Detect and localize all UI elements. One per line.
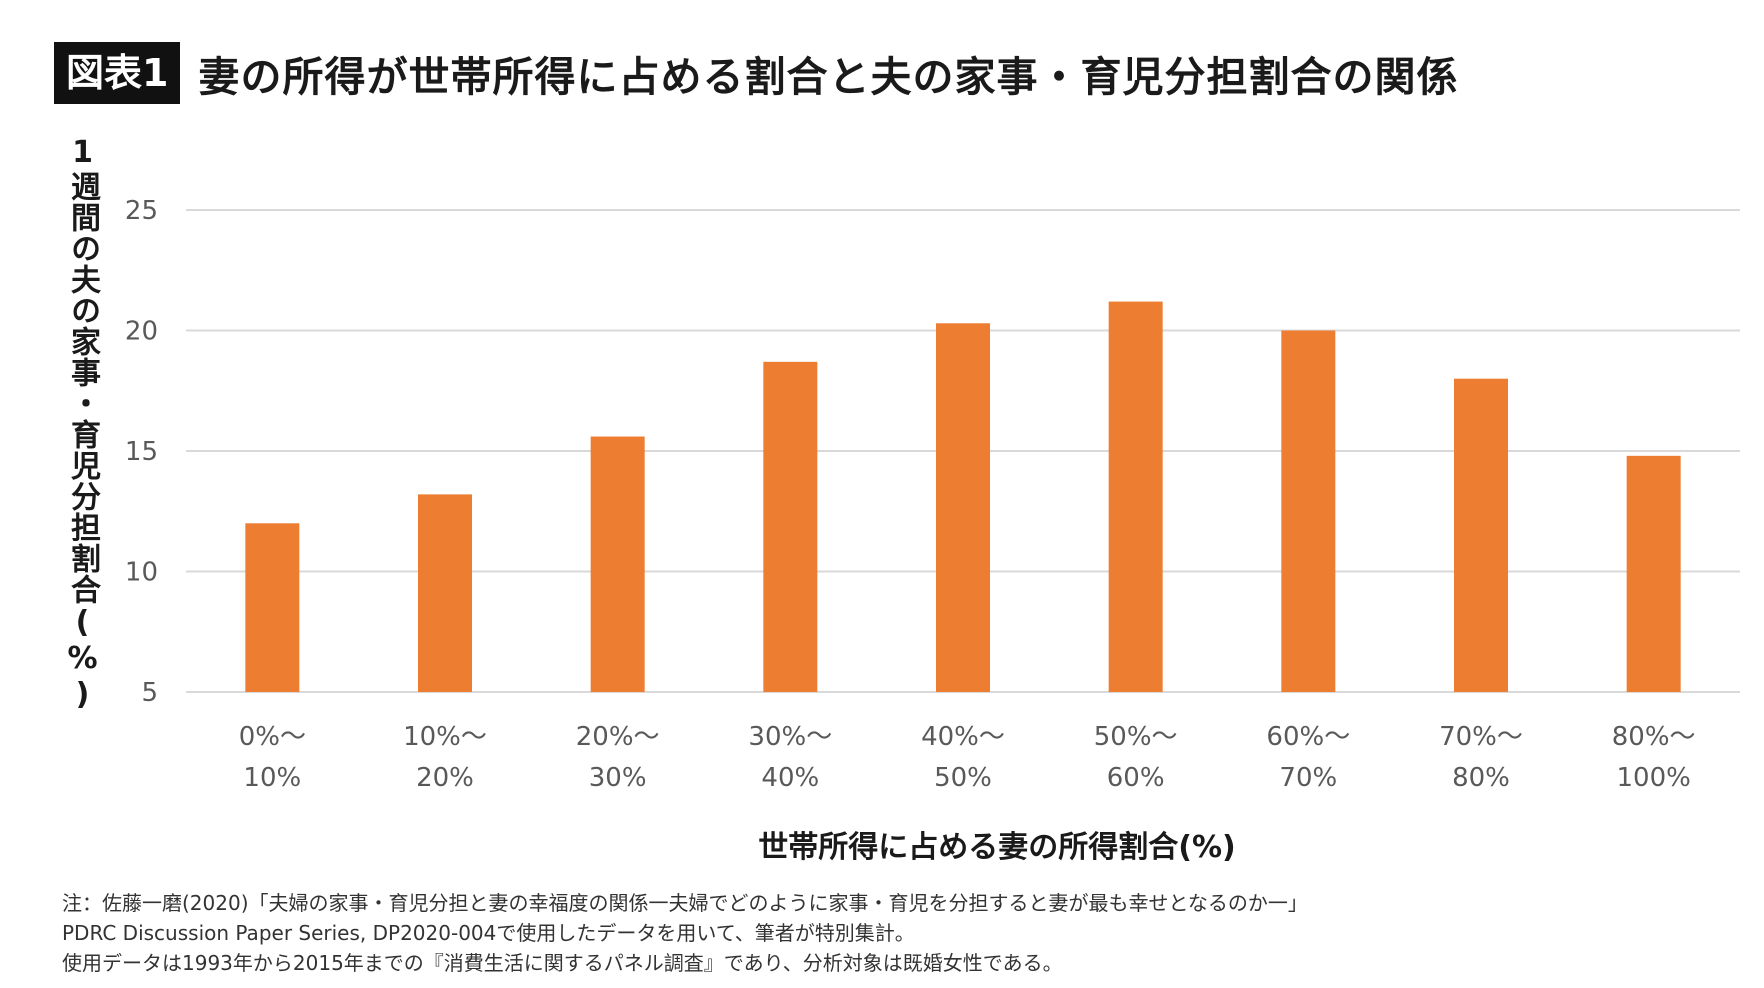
bar-chart: 5 10 15 20 25 0%〜 10% 10%〜 20% 20%〜 30% 30%〜 40% 40%〜…: [125, 196, 1740, 793]
y-tick-label: 5: [141, 678, 158, 708]
bar: [1626, 455, 1681, 692]
chart-title: 妻の所得が世帯所得に占める割合と夫の家事・育児分担割合の関係: [198, 53, 1459, 101]
x-tick-label: 100%: [1616, 763, 1690, 793]
x-tick-label: 60%〜: [1266, 722, 1350, 752]
note-line-1: 注：佐藤一磨(2020)「夫婦の家事・育児分担と妻の幸福度の関係一夫婦でどのよう…: [62, 891, 1308, 915]
figure-header: 図表1 妻の所得が世帯所得に占める割合と夫の家事・育児分担割合の関係: [54, 42, 1458, 104]
source-notes: 注：佐藤一磨(2020)「夫婦の家事・育児分担と妻の幸福度の関係一夫婦でどのよう…: [62, 888, 1308, 978]
x-tick-label: 50%〜: [1094, 722, 1178, 752]
x-tick-label: 40%: [761, 763, 819, 793]
y-tick-label: 10: [125, 558, 158, 588]
bar: [1454, 378, 1508, 692]
x-tick-label: 80%: [1452, 763, 1510, 793]
y-tick-label: 20: [125, 317, 158, 347]
figure-badge: 図表1: [54, 42, 181, 104]
bar: [936, 323, 990, 692]
y-tick-label: 15: [125, 437, 158, 467]
x-tick-label: 30%: [589, 763, 647, 793]
x-tick-label: 50%: [934, 763, 992, 793]
note-line-2: PDRC Discussion Paper Series, DP2020-004…: [62, 921, 915, 945]
x-axis-label: 世帯所得に占める妻の所得割合(%): [758, 830, 1236, 865]
x-tick-label: 20%: [416, 763, 474, 793]
x-tick-label: 40%〜: [921, 722, 1005, 752]
x-tick-label: 10%: [243, 763, 301, 793]
bar: [245, 523, 300, 692]
y-tick-label: 25: [125, 196, 158, 226]
bar: [590, 436, 645, 692]
x-tick-label: 60%: [1107, 763, 1165, 793]
x-tick-label: 80%〜: [1612, 722, 1696, 752]
x-tick-label: 20%〜: [576, 722, 660, 752]
x-tick-label: 30%〜: [748, 722, 832, 752]
y-axis-label: 1週間の夫の家事・育児分担割合(%): [65, 135, 100, 713]
x-tick-label: 0%〜: [239, 722, 306, 752]
x-tick-label: 10%〜: [403, 722, 487, 752]
note-line-3: 使用データは1993年から2015年までの『消費生活に関するパネル調査』であり、…: [62, 951, 1063, 975]
bar: [763, 361, 818, 692]
bar: [1108, 301, 1163, 692]
x-tick-label: 70%: [1279, 763, 1337, 793]
bar: [418, 494, 472, 692]
bar: [1281, 330, 1336, 692]
x-tick-label: 70%〜: [1439, 722, 1523, 752]
